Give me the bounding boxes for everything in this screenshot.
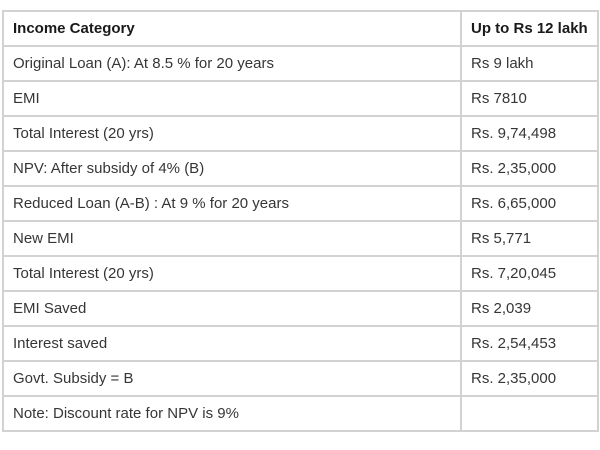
row-label: EMI: [2, 80, 462, 117]
table-row: Total Interest (20 yrs) Rs. 7,20,045: [2, 255, 599, 292]
table-row: Total Interest (20 yrs) Rs. 9,74,498: [2, 115, 599, 152]
table-row-note: Note: Discount rate for NPV is 9%: [2, 395, 599, 432]
table-row: Reduced Loan (A-B) : At 9 % for 20 years…: [2, 185, 599, 222]
row-label: Note: Discount rate for NPV is 9%: [2, 395, 462, 432]
table-row: Original Loan (A): At 8.5 % for 20 years…: [2, 45, 599, 82]
table-row: Interest saved Rs. 2,54,453: [2, 325, 599, 362]
row-label: Original Loan (A): At 8.5 % for 20 years: [2, 45, 462, 82]
row-label: New EMI: [2, 220, 462, 257]
header-income-category: Income Category: [2, 10, 462, 47]
table-row: New EMI Rs 5,771: [2, 220, 599, 257]
table-row: NPV: After subsidy of 4% (B) Rs. 2,35,00…: [2, 150, 599, 187]
row-value: Rs 9 lakh: [460, 45, 599, 82]
row-value: Rs. 9,74,498: [460, 115, 599, 152]
row-value: Rs 2,039: [460, 290, 599, 327]
row-value: Rs 5,771: [460, 220, 599, 257]
loan-subsidy-table: Income Category Up to Rs 12 lakh Origina…: [2, 10, 599, 432]
row-value: [460, 395, 599, 432]
row-label: Reduced Loan (A-B) : At 9 % for 20 years: [2, 185, 462, 222]
table-row: Govt. Subsidy = B Rs. 2,35,000: [2, 360, 599, 397]
row-label: NPV: After subsidy of 4% (B): [2, 150, 462, 187]
row-value: Rs. 2,35,000: [460, 150, 599, 187]
table-header-row: Income Category Up to Rs 12 lakh: [2, 10, 599, 47]
row-label: EMI Saved: [2, 290, 462, 327]
table-row: EMI Rs 7810: [2, 80, 599, 117]
row-label: Total Interest (20 yrs): [2, 115, 462, 152]
row-value: Rs. 6,65,000: [460, 185, 599, 222]
row-label: Total Interest (20 yrs): [2, 255, 462, 292]
row-value: Rs. 2,54,453: [460, 325, 599, 362]
header-income-slab: Up to Rs 12 lakh: [460, 10, 599, 47]
table-row: EMI Saved Rs 2,039: [2, 290, 599, 327]
row-value: Rs 7810: [460, 80, 599, 117]
row-value: Rs. 7,20,045: [460, 255, 599, 292]
row-label: Interest saved: [2, 325, 462, 362]
row-label: Govt. Subsidy = B: [2, 360, 462, 397]
row-value: Rs. 2,35,000: [460, 360, 599, 397]
